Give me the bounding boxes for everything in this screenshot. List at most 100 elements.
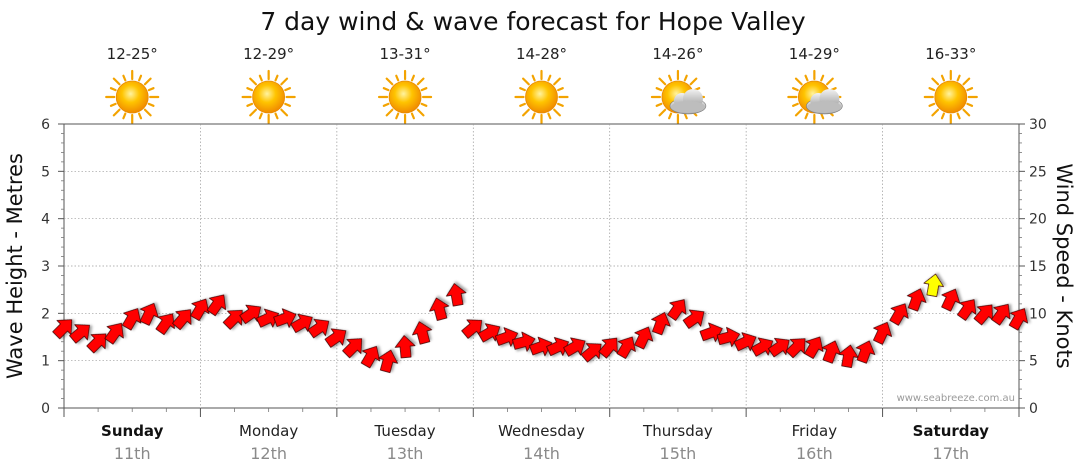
date-label: 17th xyxy=(932,444,969,463)
date-label: 12th xyxy=(250,444,287,463)
wind-arrow xyxy=(477,323,501,343)
left-axis-tick: 1 xyxy=(41,354,50,370)
wind-arrow xyxy=(412,321,433,345)
cloud-shape xyxy=(669,89,707,115)
sun-disc xyxy=(252,80,286,114)
left-axis-tick: 2 xyxy=(41,306,50,322)
date-label: 14th xyxy=(523,444,560,463)
wind-arrow xyxy=(86,333,107,354)
wind-arrow xyxy=(598,337,618,359)
temperature-range: 14-26° xyxy=(652,45,703,63)
wind-arrow xyxy=(273,308,297,328)
sun-rays xyxy=(923,69,978,125)
day-label: Saturday xyxy=(913,422,990,440)
wind-arrow xyxy=(785,338,806,359)
right-axis-tick: 0 xyxy=(1029,401,1038,417)
date-label: 16th xyxy=(796,444,833,463)
wind-arrow xyxy=(394,335,416,359)
temperature-range: 14-29° xyxy=(789,45,840,63)
wind-arrow xyxy=(190,298,210,322)
sun-rays xyxy=(105,69,160,125)
right-axis-tick: 15 xyxy=(1029,259,1047,275)
sun-cloud-icon xyxy=(650,69,707,125)
wind-arrow xyxy=(580,343,602,363)
wind-arrow xyxy=(699,322,723,343)
date-label: 15th xyxy=(660,444,697,463)
wind-arrow xyxy=(634,326,654,350)
wind-arrow xyxy=(307,318,330,339)
wind-arrow xyxy=(651,312,671,336)
wind-arrow xyxy=(104,322,124,345)
left-axis-label: Wave Height - Metres xyxy=(3,153,27,379)
wind-arrow xyxy=(155,313,175,336)
wind-arrow xyxy=(991,303,1011,326)
wind-arrow xyxy=(667,299,687,321)
sun-disc xyxy=(525,80,558,114)
wind-arrow xyxy=(906,288,927,312)
left-axis-tick: 5 xyxy=(41,164,50,180)
day-label: Thursday xyxy=(642,422,713,440)
date-label: 13th xyxy=(387,444,424,463)
wind-arrow xyxy=(733,332,757,352)
wind-arrow xyxy=(239,304,262,325)
sun-icon xyxy=(923,69,978,125)
wind-arrow xyxy=(616,336,636,359)
wind-arrow xyxy=(804,336,824,359)
right-axis-tick: 5 xyxy=(1029,354,1038,370)
wind-arrow xyxy=(121,308,142,331)
wind-arrow xyxy=(445,283,467,307)
wind-arrow xyxy=(941,288,961,312)
wind-arrow xyxy=(767,337,790,358)
sun-rays xyxy=(241,69,296,125)
wind-arrow xyxy=(563,337,586,357)
wind-arrow xyxy=(360,345,381,369)
right-axis-tick: 25 xyxy=(1029,164,1047,180)
right-axis-tick: 30 xyxy=(1029,117,1047,133)
date-label: 11th xyxy=(114,444,151,463)
sun-disc xyxy=(388,80,422,114)
left-axis-tick: 3 xyxy=(41,259,50,275)
day-label: Monday xyxy=(239,422,298,440)
wind-arrow xyxy=(494,327,519,347)
chart-title: 7 day wind & wave forecast for Hope Vall… xyxy=(260,7,806,36)
right-axis-label: Wind Speed - Knots xyxy=(1052,163,1076,368)
wind-arrow xyxy=(342,338,363,359)
wind-arrow xyxy=(52,319,73,340)
wind-arrow xyxy=(206,294,227,317)
left-axis-tick: 4 xyxy=(41,212,50,228)
temperature-range: 16-33° xyxy=(925,45,976,63)
sun-rays xyxy=(514,69,569,125)
left-axis-tick: 0 xyxy=(41,401,50,417)
wind-arrow xyxy=(855,340,876,364)
wind-arrow xyxy=(682,309,705,329)
wind-arrow xyxy=(750,337,774,357)
right-axis-tick: 10 xyxy=(1029,306,1047,322)
sun-disc xyxy=(934,80,968,114)
wind-arrow xyxy=(256,308,279,328)
wind-arrow xyxy=(222,309,243,330)
temperature-range: 12-25° xyxy=(107,45,158,63)
cloud-shape xyxy=(806,89,843,115)
wind-arrow xyxy=(546,337,569,357)
wind-arrow xyxy=(69,324,90,344)
sun-cloud-icon xyxy=(787,69,843,125)
day-label: Friday xyxy=(792,422,838,440)
day-label: Sunday xyxy=(101,422,164,440)
temperature-range: 13-31° xyxy=(380,45,431,63)
wind-arrow xyxy=(889,303,909,326)
sun-icon xyxy=(377,69,433,125)
sun-icon xyxy=(241,69,296,125)
wind-arrow xyxy=(172,309,192,331)
wind-arrow xyxy=(377,349,399,374)
wind-arrow xyxy=(1008,308,1029,331)
right-axis-tick: 20 xyxy=(1029,212,1047,228)
credit-text: www.seabreeze.com.au xyxy=(897,393,1015,404)
wind-arrow xyxy=(923,273,944,298)
wind-arrow xyxy=(956,299,977,321)
temperature-range: 14-28° xyxy=(516,45,567,63)
sun-rays xyxy=(377,69,433,125)
wind-arrow xyxy=(873,321,893,345)
wind-arrow xyxy=(324,328,347,348)
wind-arrow xyxy=(290,313,313,334)
